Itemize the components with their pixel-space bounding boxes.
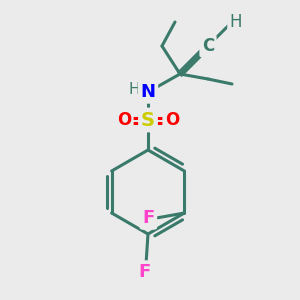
Text: F: F <box>138 263 150 281</box>
Text: H: H <box>128 82 140 98</box>
Text: H: H <box>230 13 242 31</box>
Text: O: O <box>117 111 131 129</box>
Text: O: O <box>165 111 179 129</box>
Text: N: N <box>140 83 155 101</box>
Text: S: S <box>141 110 155 130</box>
Text: C: C <box>202 37 214 55</box>
Text: F: F <box>142 209 154 227</box>
